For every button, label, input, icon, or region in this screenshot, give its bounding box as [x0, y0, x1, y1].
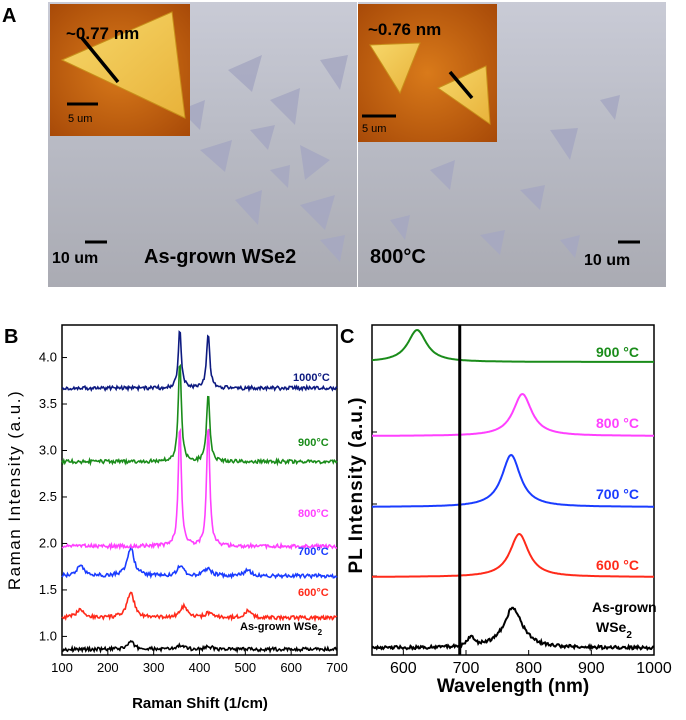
y-tick-label: 2.5 — [39, 489, 57, 504]
series-labels: As-grown WSe2 600°C 700°C 800°C 900°C 1000°C — [240, 372, 330, 637]
y-tick-label: 3.0 — [39, 442, 57, 457]
series-label: 1000°C — [293, 372, 330, 384]
flake-triangle — [369, 42, 421, 95]
spectrum-line — [371, 328, 654, 363]
flake-triangles — [390, 95, 620, 258]
series-label: As-grown — [592, 599, 657, 615]
series-label-line2: WSe2 — [596, 619, 632, 641]
x-tick-label: 600 — [280, 660, 302, 675]
y-axis-title: Raman Intensity (a.u.) — [5, 390, 24, 590]
x-tick-label: 800 — [515, 660, 542, 677]
spectrum-line — [61, 591, 338, 623]
micrograph-800c: ~0.76 nm 5 um 800°C 10 um — [358, 2, 666, 287]
axis-ticks: 600 700 800 900 1000 — [372, 359, 672, 677]
y-axis-title: PL Intensity (a.u.) — [346, 396, 367, 573]
x-tick-label: 300 — [143, 660, 165, 675]
x-tick-label: 700 — [453, 660, 480, 677]
x-tick-label: 500 — [234, 660, 256, 675]
series-label: 600°C — [298, 587, 329, 599]
spectra — [61, 330, 338, 654]
panel-a-label: A — [2, 5, 16, 27]
spectrum-line — [372, 392, 654, 437]
x-tick-label: 900 — [578, 660, 605, 677]
x-tick-label: 700 — [326, 660, 348, 675]
spectrum-line — [61, 427, 338, 551]
panel-a: A ~0.77 nm — [2, 2, 666, 287]
series-label: 800°C — [298, 508, 329, 520]
x-tick-label: 1000 — [636, 660, 672, 677]
plot-frame — [371, 324, 655, 656]
spectrum-line — [372, 453, 654, 508]
y-tick-label: 2.0 — [39, 535, 57, 550]
series-label: 900 °C — [596, 344, 639, 360]
series-label: 600 °C — [596, 557, 639, 573]
axis-ticks: 100 200 300 400 500 600 700 1.0 1.5 2.0 2.5 3.0 3.5 4… — [39, 350, 348, 675]
scale-label: 10 um — [52, 250, 98, 267]
series-label: 700°C — [298, 546, 329, 558]
flake-triangle — [436, 65, 491, 126]
x-tick-label: 600 — [390, 660, 417, 677]
x-axis-title: Wavelength (nm) — [437, 676, 589, 697]
y-tick-label: 1.5 — [39, 582, 57, 597]
spectra — [371, 325, 655, 655]
x-tick-label: 100 — [51, 660, 73, 675]
panel-b-label: B — [4, 326, 18, 348]
spectrum-line — [61, 639, 338, 654]
panel-c-label: C — [340, 326, 354, 348]
micrograph-caption: As-grown WSe2 — [144, 246, 296, 268]
height-profile-line — [80, 36, 120, 84]
afm-inset-right: ~0.76 nm 5 um — [358, 4, 497, 142]
series-label: 900°C — [298, 437, 329, 449]
scale-label: 10 um — [584, 252, 630, 269]
afm-inset-left: ~0.77 nm 5 um — [50, 4, 190, 136]
x-tick-label: 200 — [97, 660, 119, 675]
micrograph-as-grown: ~0.77 nm 5 um 10 um As-grown WSe2 — [48, 2, 357, 287]
flake-triangle — [60, 11, 186, 119]
spectrum-line — [61, 363, 338, 467]
series-label: As-grown WSe2 — [240, 621, 323, 637]
x-axis-title: Raman Shift (1/cm) — [132, 695, 268, 712]
height-profile-line — [448, 70, 474, 100]
y-tick-label: 3.5 — [39, 396, 57, 411]
spectrum-line — [371, 606, 655, 652]
panel-b: B 100 200 300 400 500 600 700 1.0 1.5 2.0 2.5 3.0 3.… — [4, 324, 348, 712]
flake-triangles — [180, 55, 348, 262]
inset-height-label: ~0.76 nm — [368, 20, 441, 39]
series-label: 800 °C — [596, 415, 639, 431]
inset-scale-label: 5 um — [362, 123, 386, 135]
spectrum-line — [61, 547, 338, 580]
spectrum-line — [61, 330, 338, 393]
spectrum-line — [372, 532, 654, 578]
series-labels: As-grown WSe2 600 °C 700 °C 800 °C 900 °C — [592, 344, 657, 641]
x-tick-label: 400 — [189, 660, 211, 675]
inset-scale-label: 5 um — [68, 113, 92, 125]
y-tick-label: 1.0 — [39, 628, 57, 643]
series-label: 700 °C — [596, 486, 639, 502]
micrograph-caption: 800°C — [370, 246, 426, 268]
y-tick-label: 4.0 — [39, 350, 57, 365]
panel-c: C 600 700 800 900 1000 As-grown WSe2 600 °C 700… — [340, 324, 672, 697]
inset-height-label: ~0.77 nm — [66, 24, 139, 43]
